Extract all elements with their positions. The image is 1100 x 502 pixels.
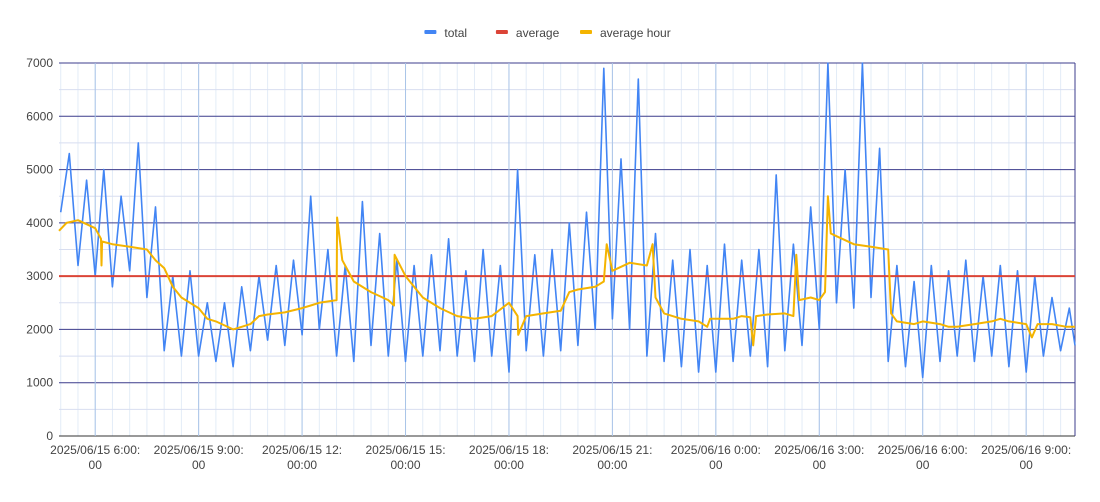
x-tick-label: 2025/06/16 9:00: — [981, 443, 1071, 457]
y-tick-label: 3000 — [26, 269, 53, 283]
x-tick-label: 2025/06/15 15: — [365, 443, 445, 457]
x-tick-label-continued: 00 — [89, 458, 103, 472]
x-tick-label-continued: 00 — [192, 458, 206, 472]
x-tick-label-continued: 00:00 — [391, 458, 421, 472]
x-tick-label-continued: 00:00 — [287, 458, 317, 472]
y-tick-label: 5000 — [26, 163, 53, 177]
x-tick-label: 2025/06/15 21: — [572, 443, 652, 457]
x-tick-label: 2025/06/15 6:00: — [50, 443, 140, 457]
x-tick-label-continued: 00 — [709, 458, 723, 472]
x-tick-label-continued: 00 — [813, 458, 827, 472]
legend-swatch — [424, 30, 437, 34]
legend-swatch — [495, 30, 508, 34]
y-tick-label: 7000 — [26, 56, 53, 70]
series-line-total — [59, 62, 1076, 379]
x-tick-label: 2025/06/16 3:00: — [774, 443, 864, 457]
legend-swatch — [580, 30, 592, 34]
legend-item-average-hour: average hour — [580, 26, 671, 40]
legend-label: average — [516, 26, 560, 40]
y-tick-label: 0 — [46, 429, 53, 443]
x-tick-label: 2025/06/15 9:00: — [154, 443, 244, 457]
x-tick-label-continued: 00 — [1019, 458, 1033, 472]
y-tick-label: 6000 — [26, 109, 53, 123]
y-tick-label: 1000 — [26, 376, 53, 390]
series-line-average-hour — [58, 195, 1075, 347]
legend-item-average: average — [495, 26, 560, 40]
x-tick-label-continued: 00:00 — [494, 458, 524, 472]
x-tick-label: 2025/06/15 12: — [262, 443, 342, 457]
x-tick-label-continued: 00:00 — [597, 458, 627, 472]
legend-item-total: total — [424, 26, 467, 40]
y-tick-label: 2000 — [26, 322, 53, 336]
legend-label: average hour — [600, 26, 671, 40]
x-tick-label: 2025/06/15 18: — [469, 443, 549, 457]
legend-label: total — [444, 26, 467, 40]
x-tick-label: 2025/06/16 6:00: — [878, 443, 968, 457]
x-tick-label-continued: 00 — [916, 458, 930, 472]
y-tick-label: 4000 — [26, 216, 53, 230]
x-tick-label: 2025/06/16 0:00: — [671, 443, 761, 457]
